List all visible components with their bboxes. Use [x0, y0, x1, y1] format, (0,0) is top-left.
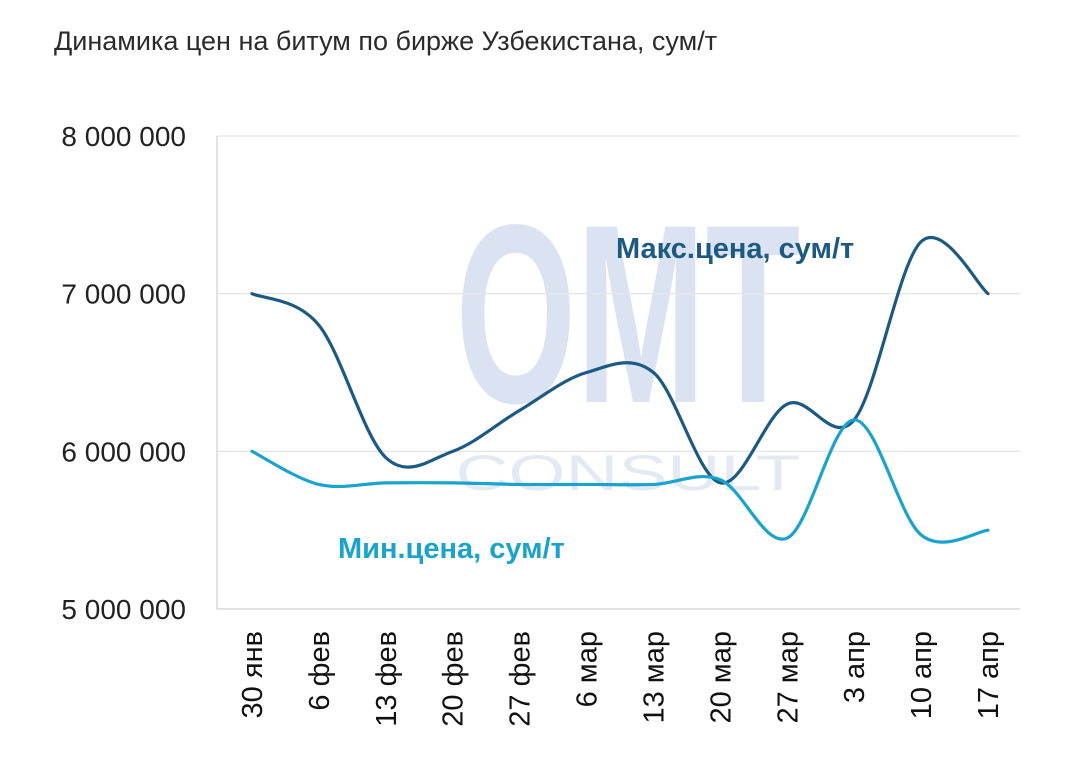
x-tick-label: 6 фев	[304, 631, 336, 711]
x-tick-label: 30 янв	[237, 631, 269, 718]
watermark-logo: OMT	[456, 172, 801, 457]
x-tick-labels: 30 янв 6 фев 13 фев 20 фев 27 фев 6 мар 13 мар…	[237, 631, 1005, 727]
x-tick-label: 6 мар	[572, 631, 604, 707]
x-tick-label: 3 апр	[839, 631, 871, 703]
x-tick-label: 20 фев	[438, 631, 470, 727]
axes	[216, 136, 1020, 610]
x-tick-label: 13 мар	[638, 631, 670, 724]
x-tick-label: 13 фев	[371, 631, 403, 727]
series-label-min-price: Мин.цена, сум/т	[338, 533, 565, 565]
gridlines	[217, 135, 1020, 452]
x-tick-label: 17 апр	[973, 631, 1005, 719]
y-tick-label: 7 000 000	[61, 279, 186, 310]
x-tick-label: 27 мар	[772, 631, 804, 724]
series-lines	[250, 236, 990, 544]
y-tick-label: 8 000 000	[61, 121, 186, 152]
x-tick-label: 10 апр	[906, 631, 938, 719]
y-tick-label: 6 000 000	[61, 436, 186, 467]
watermark-subtitle: CONSULT	[456, 445, 801, 501]
y-tick-labels: 5 000 000 6 000 000 7 000 000 8 000 000	[61, 121, 186, 625]
series-labels: Макс.цена, сум/т Мин.цена, сум/т	[338, 233, 854, 565]
series-line-min-price	[250, 418, 990, 544]
chart-title: Динамика цен на битум по бирже Узбекиста…	[54, 26, 718, 56]
y-tick-label: 5 000 000	[61, 594, 186, 625]
watermark: OMT CONSULT	[456, 172, 801, 501]
x-tick-label: 27 фев	[505, 631, 537, 727]
series-line-max-price	[250, 236, 990, 485]
x-tick-label: 20 мар	[705, 631, 737, 724]
series-label-max-price: Макс.цена, сум/т	[616, 233, 854, 265]
